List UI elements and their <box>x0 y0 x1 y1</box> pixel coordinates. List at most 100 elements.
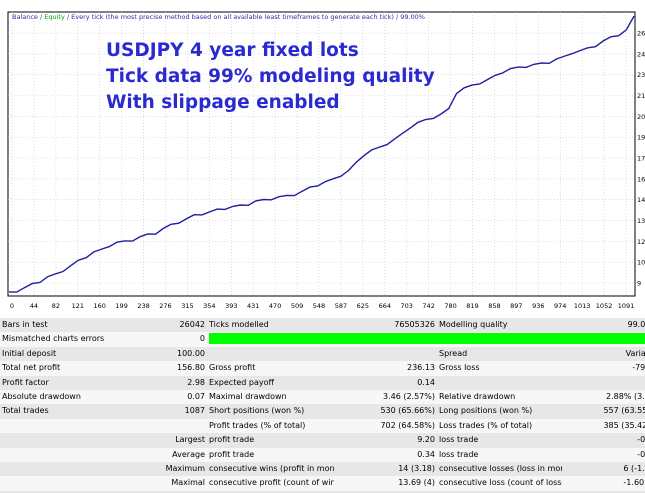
y-tick-label: 24 <box>637 50 645 58</box>
report-value-a: Average <box>112 447 207 463</box>
x-tick-label: 0 <box>10 302 14 310</box>
grid-lines <box>8 12 635 296</box>
report-value-b: 14 (3.18) <box>334 462 437 477</box>
report-label-a: Bars in test <box>0 318 112 333</box>
y-tick-label: 20 <box>637 113 645 121</box>
x-tick-label: 587 <box>335 302 347 310</box>
report-label-a <box>0 462 112 477</box>
report-value-b: 9.20 <box>334 433 437 448</box>
legend-settings: / Every tick (the most precise method ba… <box>65 13 425 21</box>
report-table: Bars in test 26042 Ticks modelled 76505326 M… <box>0 318 645 493</box>
y-tick-label: 19 <box>637 134 645 142</box>
report-value-a: 0 <box>112 332 207 347</box>
report-label-b: consecutive profit (count of wins) <box>207 476 334 491</box>
x-tick-label: 974 <box>554 302 566 310</box>
report-label-a <box>0 476 112 491</box>
x-tick-label: 315 <box>181 302 193 310</box>
report-value-a: Maximum <box>112 462 207 477</box>
x-tick-label: 470 <box>269 302 281 310</box>
report-value-a: 100.00 <box>112 346 207 362</box>
report-value-b: 76505326 <box>334 318 437 333</box>
report-value-b: 0.34 <box>334 447 437 463</box>
report-label-b: profit trade <box>207 433 334 448</box>
x-tick-label: 82 <box>52 302 60 310</box>
y-tick-label: 16 <box>637 175 645 183</box>
report-value-a: 156.80 <box>112 361 207 376</box>
report-label-a <box>0 447 112 463</box>
report-value-a: 1087 <box>112 404 207 419</box>
x-tick-label: 160 <box>94 302 106 310</box>
report-row: Profit factor 2.98 Expected payoff 0.14 <box>0 375 645 391</box>
report-value-c: -0.21 <box>562 447 645 463</box>
report-value-a: 0.07 <box>112 390 207 405</box>
report-value-c <box>562 375 645 391</box>
report-row: Absolute drawdown 0.07 Maximal drawdown 3.4… <box>0 390 645 405</box>
report-label-a: Absolute drawdown <box>0 390 112 405</box>
report-row: Maximal consecutive profit (count of wins… <box>0 476 645 491</box>
report-label-a: Total net profit <box>0 361 112 376</box>
report-value-c: 557 (63.55%) <box>562 404 645 419</box>
y-axis-ticks: 26 24 23 21 20 19 17 16 14 13 12 10 9 <box>637 30 645 288</box>
report-value-a <box>112 418 207 434</box>
x-tick-label: 393 <box>225 302 237 310</box>
x-tick-label: 858 <box>488 302 500 310</box>
report-value-b <box>334 346 437 362</box>
y-tick-label: 17 <box>637 155 645 163</box>
y-tick-label: 14 <box>637 196 645 204</box>
chart-legend: Balance / Equity / Every tick (the most … <box>12 13 425 21</box>
plot-area <box>7 11 636 297</box>
report-label-c: consecutive losses (loss in money) <box>437 462 562 477</box>
x-tick-label: 509 <box>291 302 303 310</box>
report-value-c: 6 (-1.26) <box>562 462 645 477</box>
report-value-b: 530 (65.66%) <box>334 404 437 419</box>
x-tick-label: 780 <box>444 302 456 310</box>
report-label-c: Modelling quality <box>437 318 562 333</box>
y-tick-label: 12 <box>637 238 645 246</box>
modelling-quality-bar <box>209 333 645 345</box>
report-value-b: 0.14 <box>334 375 437 391</box>
report-label-b: Short positions (won %) <box>207 404 334 419</box>
legend-equity: Equity <box>44 13 65 21</box>
report-row: Bars in test 26042 Ticks modelled 76505326 M… <box>0 318 645 333</box>
report-label-a: Profit factor <box>0 375 112 391</box>
report-label-b <box>207 332 645 347</box>
svg-text:Balance / Equity / Every tick: Balance / Equity / Every tick (the most … <box>12 13 425 21</box>
report-row: Total trades 1087 Short positions (won %) 5… <box>0 404 645 419</box>
report-label-b <box>207 346 334 362</box>
x-tick-label: 238 <box>137 302 149 310</box>
report-label-c: Loss trades (% of total) <box>437 418 562 434</box>
report-value-b: 13.69 (4) <box>334 476 437 491</box>
report-value-c: 385 (35.42%) <box>562 418 645 434</box>
x-tick-label: 1091 <box>618 302 635 310</box>
report-label-b: Gross profit <box>207 361 334 376</box>
balance-line <box>8 15 635 293</box>
report-label-c: Relative drawdown <box>437 390 562 405</box>
report-label-b: Maximal drawdown <box>207 390 334 405</box>
report-label-a: Mismatched charts errors <box>0 332 112 347</box>
x-tick-label: 703 <box>401 302 413 310</box>
report-label-c: Long positions (won %) <box>437 404 562 419</box>
y-tick-label: 21 <box>637 92 645 100</box>
report-value-b: 236.13 <box>334 361 437 376</box>
report-value-a: Largest <box>112 433 207 448</box>
x-tick-label: 548 <box>313 302 325 310</box>
overlay-line-1: USDJPY 4 year fixed lots <box>106 40 359 61</box>
report-value-a: Maximal <box>112 476 207 491</box>
overlay-line-2: Tick data 99% modeling quality <box>106 66 435 87</box>
overlay-line-3: With slippage enabled <box>106 92 340 113</box>
report-value-c: 2.88% (3.46) <box>562 390 645 405</box>
balance-chart: Balance / Equity / Every tick (the most … <box>7 11 645 310</box>
y-tick-label: 23 <box>637 71 645 79</box>
report-label-b: consecutive wins (profit in mon... <box>207 462 334 477</box>
x-tick-label: 664 <box>379 302 391 310</box>
report-value-b: 702 (64.58%) <box>334 418 437 434</box>
x-tick-label: 897 <box>510 302 522 310</box>
report-value-a: 26042 <box>112 318 207 333</box>
report-row: Total net profit 156.80 Gross profit 236.13… <box>0 361 645 376</box>
report-value-c: -0.71 <box>562 433 645 448</box>
report-label-c: Spread <box>437 346 562 362</box>
report-label-b: Profit trades (% of total) <box>207 418 334 434</box>
report-row: Maximum consecutive wins (profit in mon..… <box>0 462 645 477</box>
